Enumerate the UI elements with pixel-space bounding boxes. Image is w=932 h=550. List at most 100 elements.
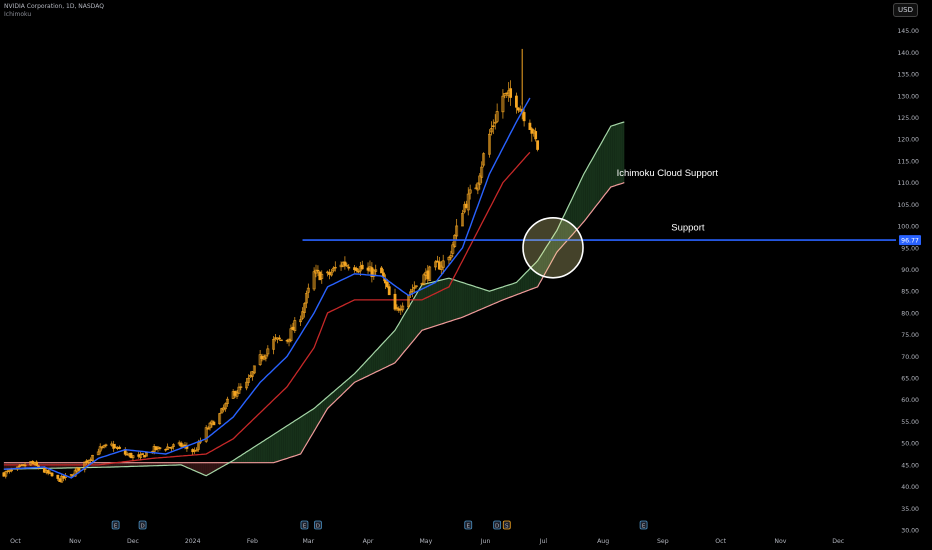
candle	[293, 317, 297, 334]
candle-body	[462, 204, 466, 213]
candle-body	[333, 266, 337, 269]
y-tick-label: 55.00	[901, 419, 919, 426]
leading-span-b-line	[3, 182, 625, 464]
candle-body	[501, 95, 505, 113]
x-tick-label: Apr	[363, 538, 374, 545]
candle-body	[183, 444, 187, 447]
cloud-segment	[316, 405, 318, 428]
candle-body	[83, 461, 87, 470]
cloud-segment	[156, 462, 159, 466]
symbol-title: NVIDIA Corporation, 1D, NASDAQ	[4, 3, 104, 10]
candle-body	[35, 461, 39, 466]
cloud-segment	[421, 284, 424, 331]
cloud-segment	[556, 226, 559, 253]
x-tick-label: Aug	[597, 538, 609, 545]
cloud-segment	[213, 462, 216, 472]
cloud-segment	[346, 378, 349, 390]
cloud-segment	[302, 414, 305, 451]
candle	[536, 140, 540, 152]
candle-body	[441, 260, 445, 268]
cloud-segment	[591, 156, 594, 212]
cloud-segment	[574, 190, 577, 233]
cloud-segment	[568, 202, 571, 240]
candle	[372, 268, 376, 280]
y-tick-label: 90.00	[901, 267, 919, 274]
candle	[141, 453, 144, 456]
candle	[225, 396, 229, 407]
cloud-segment	[136, 462, 139, 467]
cloud-segment	[408, 304, 411, 347]
cloud-segment	[547, 242, 550, 270]
event-marker-glyph: D	[316, 524, 320, 530]
candle	[333, 261, 337, 272]
cloud-segment	[119, 462, 122, 467]
cloud-segment	[516, 280, 519, 295]
candle-body	[141, 453, 144, 455]
cloud-segment	[535, 260, 538, 288]
candle-body	[299, 319, 302, 323]
candle-body	[393, 293, 397, 310]
cloud-segment	[186, 462, 189, 469]
cloud-segment	[192, 462, 195, 471]
candle-body	[239, 386, 243, 388]
candle	[239, 383, 243, 391]
cloud-segment	[306, 412, 309, 445]
event-marker-glyph: D	[495, 524, 499, 530]
candle-body	[23, 464, 27, 467]
candle	[320, 270, 324, 284]
candle-body	[206, 428, 210, 430]
candle-body	[493, 121, 497, 124]
cloud-segment	[210, 462, 212, 474]
candle-body	[306, 287, 310, 293]
event-marker-box	[493, 520, 502, 530]
candle	[224, 402, 227, 412]
candle-body	[314, 269, 318, 274]
cloud-segment	[450, 278, 453, 321]
y-tick-label: 80.00	[901, 310, 919, 317]
y-tick-label: 95.00	[901, 245, 919, 252]
candle-body	[158, 447, 162, 449]
candle	[455, 218, 459, 240]
cloud-segment	[364, 361, 367, 378]
cloud-segment	[277, 430, 280, 462]
candle-body	[139, 454, 143, 458]
candle-body	[218, 413, 222, 425]
x-tick-label: Sep	[657, 538, 669, 545]
cloud-segment	[379, 344, 382, 371]
cloud-segment	[348, 377, 351, 388]
cloud-segment	[158, 462, 160, 466]
candle-body	[114, 446, 118, 449]
candle-body	[434, 261, 437, 268]
cloud-segment	[294, 419, 297, 456]
candle	[387, 284, 391, 296]
candle	[139, 451, 143, 460]
cloud-segment	[146, 462, 149, 466]
cloud-segment	[377, 346, 380, 372]
cloud-segment	[366, 359, 369, 377]
currency-button[interactable]: USD	[893, 3, 918, 17]
candle	[466, 187, 470, 216]
candle	[289, 324, 293, 343]
cloud-segment	[323, 398, 326, 415]
cloud-segment	[314, 406, 317, 432]
cloud-segment	[350, 375, 353, 387]
cloud-segment	[427, 282, 430, 329]
candle-body	[536, 140, 540, 150]
cloud-segment	[520, 276, 523, 294]
event-marker-box	[111, 520, 120, 530]
cloud-segment	[506, 284, 509, 299]
cloud-segment	[429, 282, 432, 328]
candle-body	[345, 264, 349, 267]
cloud-segment	[117, 462, 120, 467]
cloud-segment	[206, 462, 209, 476]
highlight-circle	[522, 216, 584, 279]
candle	[212, 420, 216, 426]
candle	[166, 443, 170, 450]
y-tick-label: 65.00	[901, 376, 919, 383]
cloud-segment	[215, 462, 218, 471]
x-tick-label: Jun	[480, 538, 491, 545]
candle-body	[252, 365, 256, 374]
candle-body	[208, 422, 212, 429]
cloud-segment	[437, 280, 440, 326]
